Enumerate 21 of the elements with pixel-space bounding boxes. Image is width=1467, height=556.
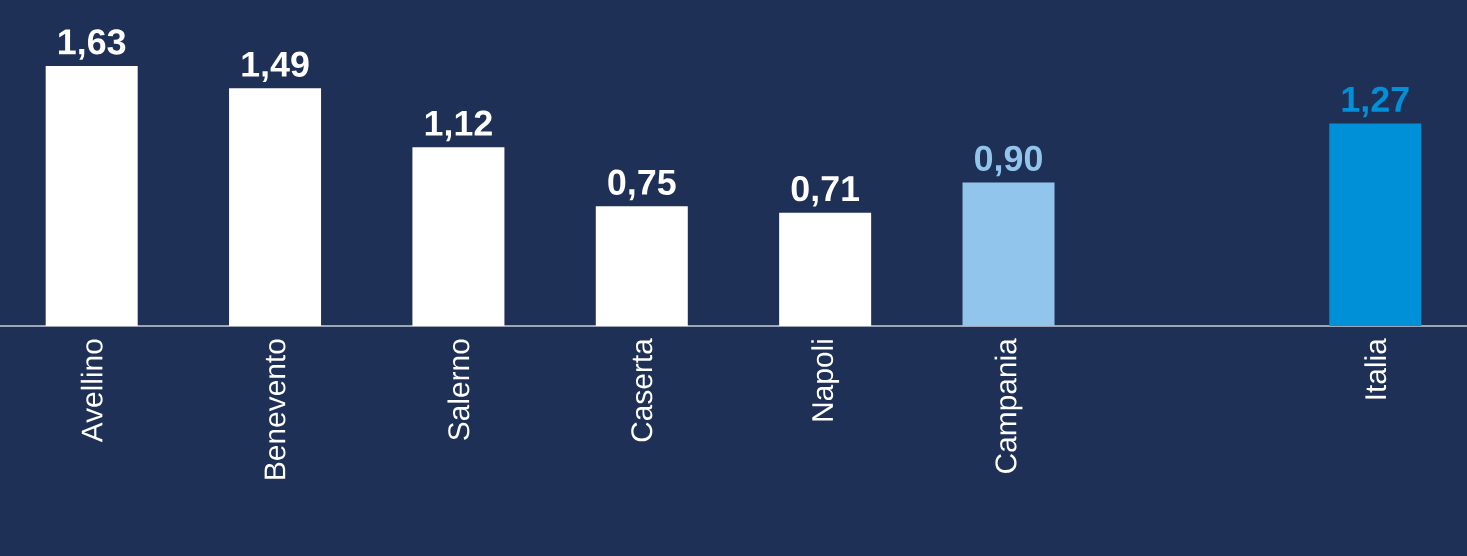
- data-label: 0,71: [791, 175, 860, 207]
- bar: [779, 212, 872, 326]
- x-tick-label: Benevento: [264, 339, 286, 479]
- x-tick-label: Napoli: [811, 340, 840, 421]
- x-tick-label: Campania: [994, 338, 1023, 473]
- x-tick-label: Avellino: [80, 339, 103, 443]
- bar: [1329, 123, 1422, 326]
- data-label: 1,12: [425, 110, 492, 142]
- bar: [595, 206, 688, 326]
- data-label: 0,75: [608, 169, 676, 201]
- data-label: 0,90: [975, 145, 1042, 177]
- bar: [962, 182, 1055, 326]
- bar: [45, 66, 138, 326]
- x-tick-label: Caserta: [631, 338, 653, 442]
- x-tick-label: Italia: [1364, 338, 1387, 399]
- bar: [229, 88, 322, 326]
- bar: [412, 147, 505, 326]
- data-label: 1,63: [59, 29, 126, 60]
- x-tick-label: Salerno: [447, 339, 470, 440]
- data-label: 1,27: [1342, 86, 1409, 118]
- data-label: 1,49: [242, 51, 309, 83]
